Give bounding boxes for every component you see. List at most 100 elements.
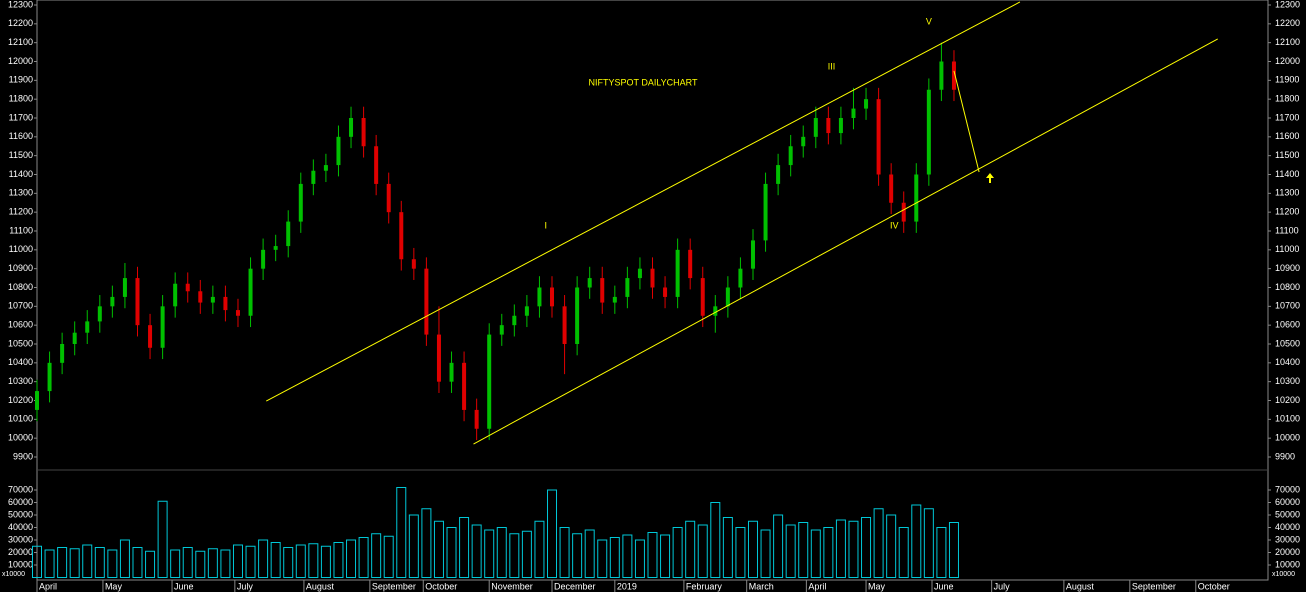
- y-tick-label: 10500: [1275, 338, 1300, 348]
- candle-body: [361, 118, 366, 147]
- volume-bar: [609, 537, 620, 578]
- candle-body: [449, 362, 454, 382]
- candle-body: [901, 202, 906, 222]
- y-tick-label: 12100: [1275, 37, 1300, 47]
- candle-body: [110, 296, 115, 307]
- x-tick-label: August: [1066, 581, 1095, 591]
- x-tick-label: June: [934, 581, 954, 591]
- volume-bar: [848, 520, 859, 578]
- y-tick-label: 12300: [8, 0, 33, 9]
- candle-body: [122, 278, 127, 297]
- candle-body: [650, 268, 655, 288]
- candle-body: [851, 108, 856, 118]
- y-tick-label: 11300: [1275, 188, 1299, 198]
- candle-body: [838, 118, 843, 134]
- candle-body: [374, 146, 379, 184]
- candle-body: [750, 240, 755, 269]
- candle-body: [826, 118, 831, 134]
- y-tick-label: 10400: [1275, 357, 1300, 367]
- candle-body: [550, 287, 555, 307]
- x-tick-label: May: [868, 581, 886, 591]
- volume-tick-label: 10000: [1275, 559, 1300, 569]
- volume-bar: [371, 533, 382, 578]
- x-tick-label: April: [808, 581, 826, 591]
- volume-bar: [622, 534, 633, 578]
- volume-bar: [346, 539, 357, 578]
- candle-body: [951, 61, 956, 90]
- y-tick-label: 12100: [8, 37, 33, 47]
- volume-bar: [496, 527, 507, 578]
- volume-bar: [810, 529, 821, 578]
- candle-body: [273, 246, 278, 250]
- candle-body: [399, 212, 404, 260]
- x-tick-label: September: [1132, 581, 1176, 591]
- candle-body: [349, 118, 354, 137]
- volume-bar: [69, 548, 80, 578]
- volume-bar: [433, 520, 444, 578]
- volume-bar: [672, 527, 683, 578]
- volume-bar: [559, 527, 570, 578]
- candle-body: [424, 268, 429, 335]
- y-tick-label: 11000: [1275, 244, 1299, 254]
- volume-tick-label: 10000: [8, 559, 33, 569]
- volume-bar: [383, 535, 394, 578]
- candle-body: [462, 362, 467, 410]
- volume-bar: [94, 547, 105, 578]
- volume-bar: [408, 514, 419, 578]
- y-tick-label: 10700: [1275, 301, 1300, 311]
- volume-bar: [333, 542, 344, 578]
- volume-bar: [584, 529, 595, 578]
- volume-tick-label: 60000: [8, 497, 33, 507]
- volume-bar: [647, 532, 658, 578]
- volume-bar: [44, 549, 55, 578]
- y-tick-label: 10600: [1275, 320, 1300, 330]
- volume-tick-label: 30000: [1275, 534, 1300, 544]
- candle-body: [562, 306, 567, 344]
- candle-body: [85, 321, 90, 333]
- volume-bar: [760, 529, 771, 578]
- volume-bar: [773, 514, 784, 578]
- volume-bar: [923, 508, 934, 578]
- candle-body: [537, 287, 542, 307]
- volume-tick-label: 70000: [1275, 484, 1300, 494]
- volume-bar: [446, 527, 457, 578]
- y-tick-label: 12300: [1275, 0, 1300, 9]
- volume-bar: [722, 517, 733, 578]
- y-tick-label: 11800: [1275, 94, 1299, 104]
- candle-body: [185, 283, 190, 292]
- volume-bar: [270, 542, 281, 578]
- candle-body: [248, 268, 253, 316]
- volume-bar: [547, 489, 558, 578]
- candle-body: [474, 409, 479, 429]
- volume-bar: [157, 500, 168, 578]
- y-tick-label: 10500: [8, 338, 33, 348]
- candle-body: [60, 344, 65, 363]
- volume-bar: [823, 527, 834, 578]
- y-tick-label: 11100: [1275, 225, 1299, 235]
- volume-tick-label: 50000: [1275, 509, 1300, 519]
- volume-bar: [898, 527, 909, 578]
- y-tick-label: 10000: [1275, 433, 1300, 443]
- y-tick-label: 11300: [9, 188, 33, 198]
- candle-body: [713, 306, 718, 316]
- candle-body: [889, 174, 894, 203]
- volume-bar: [421, 508, 432, 578]
- y-tick-label: 11500: [9, 150, 33, 160]
- candle-body: [675, 249, 680, 297]
- candle-body: [813, 118, 818, 137]
- candle-body: [97, 306, 102, 322]
- candle-body: [663, 287, 668, 297]
- x-tick-label: November: [491, 581, 533, 591]
- volume-bar: [295, 544, 306, 578]
- volume-bar: [82, 544, 93, 578]
- wave-label: V: [926, 16, 932, 26]
- volume-bar: [534, 520, 545, 578]
- volume-bar: [396, 487, 407, 578]
- x-tick-label: May: [105, 581, 123, 591]
- x-tick-label: October: [1198, 581, 1230, 591]
- volume-bar: [634, 539, 645, 578]
- candle-body: [499, 325, 504, 335]
- candle-body: [210, 296, 215, 303]
- volume-bar: [232, 544, 243, 578]
